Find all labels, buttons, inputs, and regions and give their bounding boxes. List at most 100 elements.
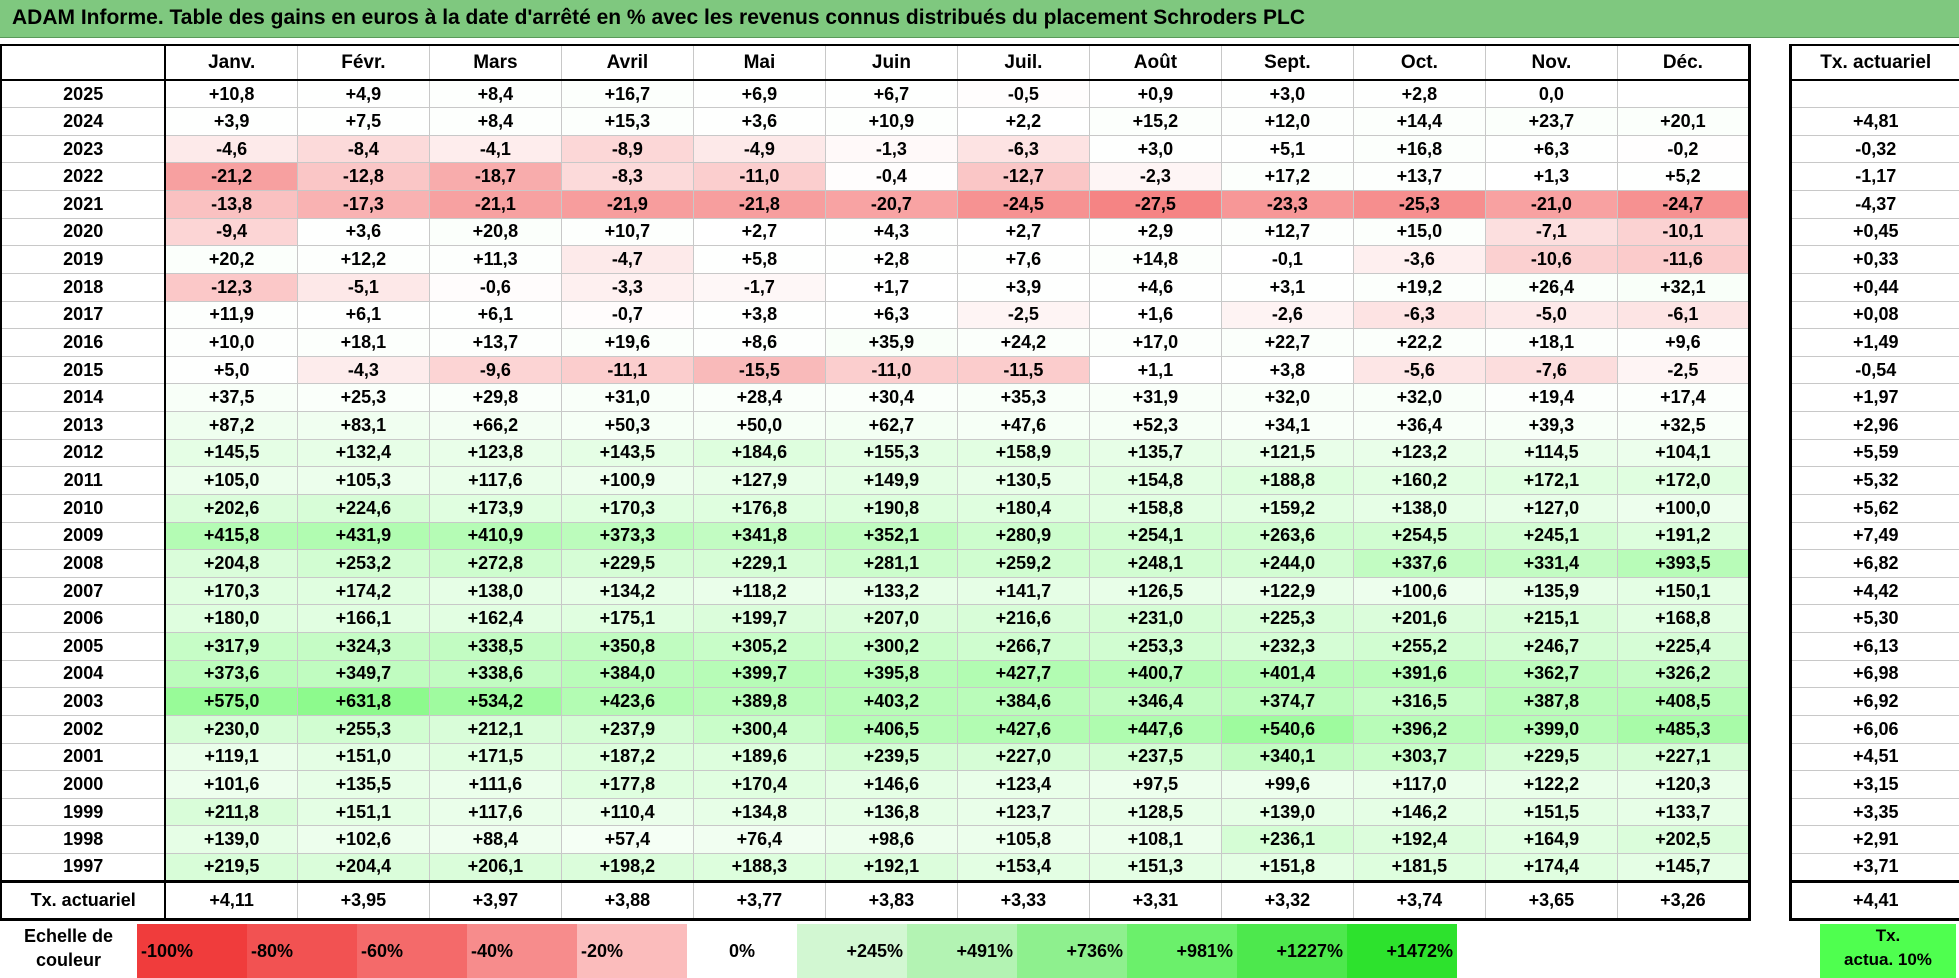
gain-cell: -15,5 — [692, 355, 826, 385]
gain-cell: +18,1 — [296, 328, 430, 357]
gain-cell: +121,5 — [1220, 438, 1354, 468]
tx-actuariel-cell: +5,59 — [1789, 438, 1959, 468]
year-label: 2017 — [0, 300, 167, 330]
table-row: 2001 +119,1 +151,0 +171,5 +187,2 +189,6 +239,5… — [0, 742, 1788, 772]
gain-cell: +66,2 — [428, 411, 562, 440]
gain-cell: +254,5 — [1352, 521, 1486, 551]
gain-cell: +373,3 — [560, 521, 694, 551]
tx-actuariel-row: Tx. actuariel +4,11 +3,95 +3,97 +3,88 +3,77 +3… — [0, 879, 1788, 921]
gain-cell: +170,4 — [692, 770, 826, 799]
table-row: 2009 +415,8 +431,9 +410,9 +373,3 +341,8 +352,1… — [0, 521, 1788, 551]
year-label: 2002 — [0, 714, 167, 744]
footer-value: +3,65 — [1484, 879, 1618, 921]
gain-cell: +219,5 — [164, 853, 298, 882]
gain-cell: +122,9 — [1220, 576, 1354, 606]
gain-cell: +575,0 — [164, 687, 298, 716]
table-row: 2016 +10,0 +18,1 +13,7 +19,6 +8,6 +35,9 +24,2 +1… — [0, 328, 1788, 357]
gain-cell: -12,3 — [164, 272, 298, 302]
gain-cell: +229,5 — [1484, 742, 1618, 772]
gain-cell: -24,5 — [956, 190, 1090, 219]
footer-value: +4,11 — [164, 879, 298, 921]
gain-cell: +135,7 — [1088, 438, 1222, 468]
gain-cell: +32,5 — [1616, 411, 1751, 440]
gain-cell: +1,7 — [824, 272, 958, 302]
gain-cell — [1616, 79, 1751, 109]
tx-actuariel-cell: +3,15 — [1789, 770, 1959, 799]
gain-cell: +255,3 — [296, 714, 430, 744]
gain-cell: +133,2 — [824, 576, 958, 606]
year-label: 2014 — [0, 383, 167, 412]
gain-cell: +245,1 — [1484, 521, 1618, 551]
gain-cell: -5,6 — [1352, 355, 1486, 385]
month-header: Avril — [560, 44, 694, 81]
color-scale: Echelle de couleur -100% -80% -60% -40% -20%… — [0, 920, 1959, 978]
footer-value: +3,74 — [1352, 879, 1486, 921]
gain-cell: +26,4 — [1484, 272, 1618, 302]
gain-cell: +13,7 — [1352, 162, 1486, 191]
gain-cell: +198,2 — [560, 853, 694, 882]
year-label: 2012 — [0, 438, 167, 468]
gain-cell: +134,2 — [560, 576, 694, 606]
tx-actuariel-cell: +4,42 — [1789, 576, 1959, 606]
gain-cell: +362,7 — [1484, 659, 1618, 689]
gain-cell: 0,0 — [1484, 79, 1618, 109]
gain-cell: +272,8 — [428, 549, 562, 578]
gain-cell: +2,7 — [692, 217, 826, 247]
gain-cell: +174,2 — [296, 576, 430, 606]
tx-actuariel-cell: +1,49 — [1789, 328, 1959, 357]
gains-table: Janv. Févr. Mars Avril Mai Juin Juil. Août Sept.… — [0, 44, 1789, 921]
gain-cell: +192,4 — [1352, 825, 1486, 854]
gain-cell: +105,8 — [956, 825, 1090, 854]
gain-cell: +35,3 — [956, 383, 1090, 412]
table-row: 2000 +101,6 +135,5 +111,6 +177,8 +170,4 +146,6… — [0, 770, 1788, 799]
gain-cell: +151,0 — [296, 742, 430, 772]
gain-cell: +206,1 — [428, 853, 562, 882]
gain-cell: -5,1 — [296, 272, 430, 302]
gain-cell: +8,6 — [692, 328, 826, 357]
gain-cell: +7,6 — [956, 245, 1090, 274]
gain-cell: +423,6 — [560, 687, 694, 716]
color-scale-step: +981% — [1127, 924, 1237, 978]
color-scale-step: -60% — [357, 924, 467, 978]
tx-actuariel-cell: +1,97 — [1789, 383, 1959, 412]
gain-cell: +2,2 — [956, 107, 1090, 136]
gain-cell: +350,8 — [560, 632, 694, 661]
month-header: Nov. — [1484, 44, 1618, 81]
gain-cell: +216,6 — [956, 604, 1090, 633]
tx-actuariel-table: Tx. actuariel +4,81 -0,32 -1,17 -4,37 +0,45 +… — [1789, 44, 1959, 921]
gain-cell: +204,8 — [164, 549, 298, 578]
gain-cell: -5,0 — [1484, 300, 1618, 330]
gain-cell: +399,0 — [1484, 714, 1618, 744]
gain-cell: +172,1 — [1484, 466, 1618, 495]
table-row: 2002 +230,0 +255,3 +212,1 +237,9 +300,4 +406,5… — [0, 714, 1788, 744]
gain-cell: +6,1 — [428, 300, 562, 330]
gain-cell: -2,5 — [1616, 355, 1751, 385]
gain-cell: +32,0 — [1220, 383, 1354, 412]
gain-cell: +408,5 — [1616, 687, 1751, 716]
gain-cell: +2,8 — [824, 245, 958, 274]
year-label: 2021 — [0, 190, 167, 219]
year-label: 2020 — [0, 217, 167, 247]
gain-cell: -11,0 — [824, 355, 958, 385]
gain-cell: +5,0 — [164, 355, 298, 385]
color-scale-step: +1227% — [1237, 924, 1347, 978]
gain-cell: +88,4 — [428, 825, 562, 854]
gain-cell: -0,4 — [824, 162, 958, 191]
color-scale-step: -80% — [247, 924, 357, 978]
gain-cell: +123,8 — [428, 438, 562, 468]
table-row: 2023 -4,6 -8,4 -4,1 -8,9 -4,9 -1,3 -6,3 +3,0 +5,1… — [0, 134, 1788, 164]
color-scale-step: -40% — [467, 924, 577, 978]
gain-cell: +248,1 — [1088, 549, 1222, 578]
gain-cell: -4,3 — [296, 355, 430, 385]
gain-cell: +3,0 — [1088, 134, 1222, 164]
gain-cell: +8,4 — [428, 79, 562, 109]
tx-actuariel-cell: +0,44 — [1789, 272, 1959, 302]
tx-actuariel-cell: +4,81 — [1789, 107, 1959, 136]
gain-cell: +231,0 — [1088, 604, 1222, 633]
tx-actuariel-cell: -4,37 — [1789, 190, 1959, 219]
gain-cell: +114,5 — [1484, 438, 1618, 468]
color-scale-step: -100% — [137, 924, 247, 978]
year-label: 2023 — [0, 134, 167, 164]
tx-actuariel-cell: +0,45 — [1789, 217, 1959, 247]
gain-cell: +6,3 — [1484, 134, 1618, 164]
